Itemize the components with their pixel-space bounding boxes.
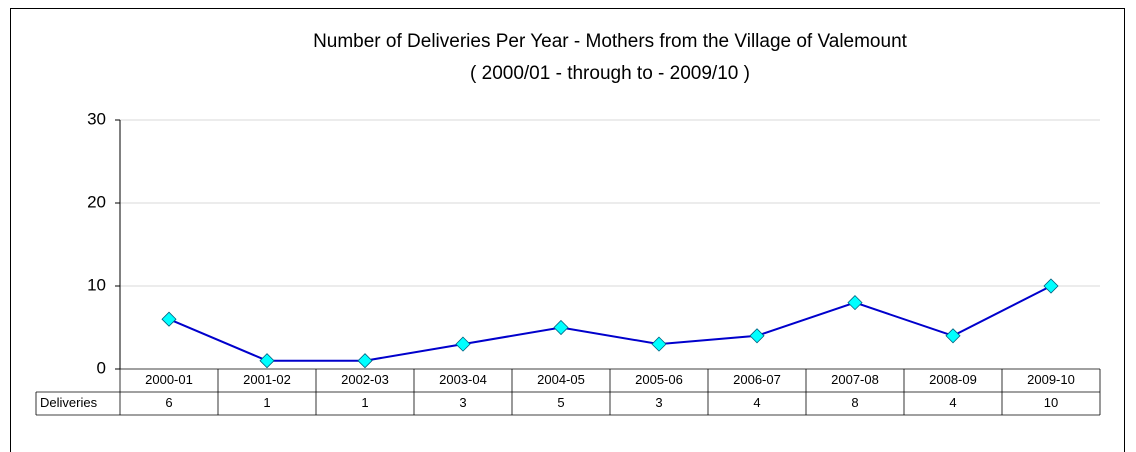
x-tick-label: 2008-09 (929, 372, 977, 387)
marker (455, 336, 471, 352)
x-tick-label: 2006-07 (733, 372, 781, 387)
marker (749, 328, 765, 344)
table-value: 4 (949, 395, 956, 410)
y-tick-label: 20 (87, 192, 106, 211)
marker (357, 353, 373, 369)
y-tick-label: 10 (87, 275, 106, 294)
chart-subtitle: ( 2000/01 - through to - 2009/10 ) (470, 63, 750, 84)
chart-title: Number of Deliveries Per Year - Mothers … (313, 31, 908, 52)
x-tick-label: 2002-03 (341, 372, 389, 387)
x-tick-label: 2000-01 (145, 372, 193, 387)
table-value: 6 (165, 395, 172, 410)
table-value: 1 (263, 395, 270, 410)
y-tick-label: 0 (97, 358, 106, 377)
x-tick-label: 2007-08 (831, 372, 879, 387)
marker (161, 311, 177, 327)
x-tick-label: 2004-05 (537, 372, 585, 387)
x-tick-label: 2001-02 (243, 372, 291, 387)
y-tick-label: 30 (87, 109, 106, 128)
x-tick-label: 2005-06 (635, 372, 683, 387)
marker (259, 353, 275, 369)
table-value: 3 (655, 395, 662, 410)
marker (553, 319, 569, 336)
x-tick-label: 2009-10 (1027, 372, 1075, 387)
x-tick-label: 2003-04 (439, 372, 487, 387)
chart-border (10, 8, 1125, 452)
marker (1043, 278, 1059, 294)
marker (651, 336, 667, 352)
table-value: 4 (753, 395, 760, 410)
table-value: 1 (361, 395, 368, 410)
table-value: 10 (1044, 395, 1058, 410)
series-line (168, 285, 1052, 362)
table-value: 8 (851, 395, 858, 410)
table-value: 3 (459, 395, 466, 410)
table-value: 5 (557, 395, 564, 410)
marker (847, 295, 863, 311)
table-row-label: Deliveries (40, 395, 98, 410)
marker (945, 328, 961, 344)
